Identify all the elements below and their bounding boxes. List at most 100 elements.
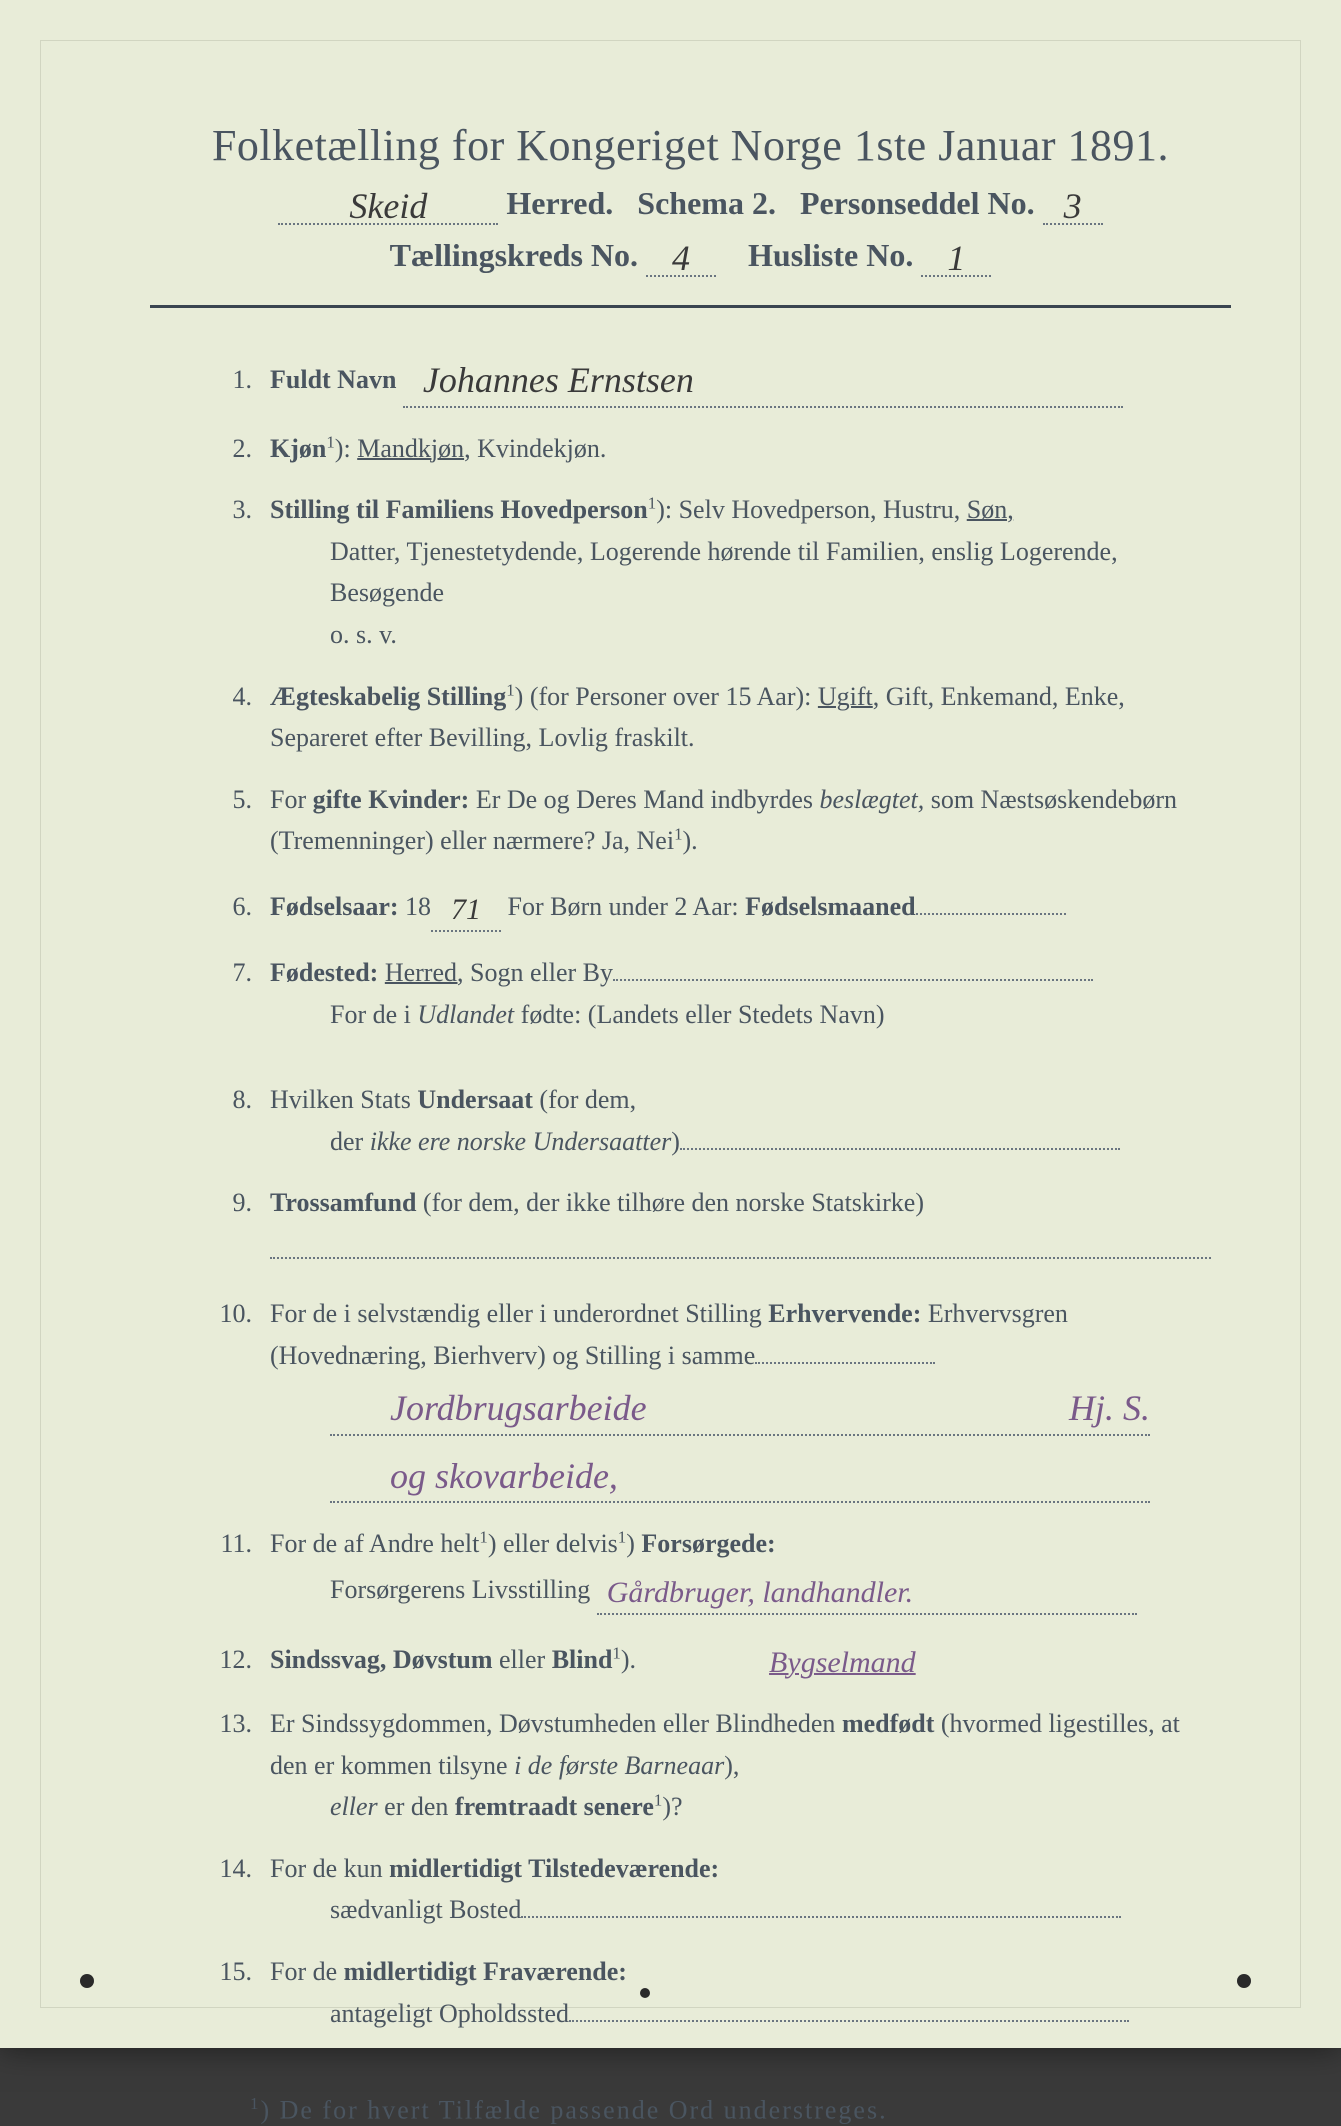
text1: : Selv Hovedperson, Hustru,	[665, 495, 967, 524]
field-5: 5. For gifte Kvinder: Er De og Deres Man…	[210, 779, 1211, 862]
taellingskreds-label: Tællingskreds No.	[390, 237, 638, 273]
divider	[150, 305, 1231, 308]
field-8: 8. Hvilken Stats Undersaat (for dem, der…	[210, 1079, 1211, 1162]
field-num: 5.	[210, 779, 270, 821]
line2: sædvanligt Bosted	[270, 1889, 1211, 1931]
husliste-value: 1	[947, 238, 965, 278]
label-erhvervende: Erhvervende:	[768, 1299, 921, 1328]
erhverv-field0	[755, 1362, 935, 1364]
label-fremtraadt: fremtraadt senere	[455, 1792, 654, 1821]
text1: Er Sindssygdommen, Døvstumheden eller Bl…	[270, 1709, 842, 1738]
sup1: 1	[479, 1528, 487, 1547]
forsorger-field: Gårdbruger, landhandler.	[597, 1565, 1137, 1615]
text: Sogn eller By	[464, 958, 614, 987]
label-undersaat: Undersaat	[417, 1085, 533, 1114]
herred-label: Herred.	[506, 185, 613, 221]
hand2: og skovarbeide,	[390, 1456, 618, 1496]
field-num: 1.	[210, 359, 270, 401]
field-num: 12.	[210, 1639, 270, 1681]
line2: For de i Udlandet fødte: (Landets eller …	[270, 994, 1211, 1036]
punch-mark-right	[1237, 1974, 1251, 1988]
line3: eller er den fremtraadt senere1)?	[270, 1786, 1211, 1828]
field-num: 10.	[210, 1293, 270, 1335]
field-num: 11.	[210, 1523, 270, 1565]
italic: Udlandet	[417, 1000, 514, 1029]
label-fodested: Fødested:	[270, 958, 378, 987]
text3: der	[330, 1127, 370, 1156]
page-title: Folketælling for Kongeriget Norge 1ste J…	[150, 120, 1231, 171]
text2: ).	[621, 1645, 636, 1674]
year-field: 71	[431, 882, 501, 932]
field-num: 2.	[210, 428, 270, 470]
field-num: 7.	[210, 952, 270, 994]
field-content: For de midlertidigt Fraværende: antageli…	[270, 1951, 1211, 2034]
field-12: 12. Sindssvag, Døvstum eller Blind1). By…	[210, 1635, 1211, 1683]
pre: For	[270, 785, 313, 814]
hand: Bygselmand	[769, 1646, 916, 1679]
text3: fødte: (Landets eller Stedets Navn)	[514, 1000, 884, 1029]
erhverv-line2: og skovarbeide,	[330, 1444, 1150, 1504]
punch-mark-center	[640, 1988, 650, 1998]
header-line-2: Skeid Herred. Schema 2. Personseddel No.…	[150, 181, 1231, 225]
name-value: Johannes Ernstsen	[423, 360, 694, 400]
herred-underlined: Herred,	[385, 958, 464, 987]
son-underlined: Søn,	[967, 495, 1014, 524]
text3: ).	[683, 826, 698, 855]
header-line-3: Tællingskreds No. 4 Husliste No. 1	[150, 233, 1231, 277]
field-content: For de kun midlertidigt Tilstedeværende:…	[270, 1848, 1211, 1931]
schema-label: Schema 2.	[637, 185, 776, 221]
prefix: 18	[399, 892, 432, 921]
italic: i de første Barneaar	[514, 1751, 724, 1780]
field-7: 7. Fødested: Herred, Sogn eller By For d…	[210, 952, 1211, 1035]
punch-mark-left	[80, 1974, 94, 1988]
text3: )	[626, 1529, 641, 1558]
birthplace-field	[613, 979, 1093, 981]
line2: antageligt Opholdssted	[270, 1993, 1211, 2035]
text2: (for dem,	[533, 1085, 636, 1114]
hand: Gårdbruger, landhandler.	[607, 1576, 913, 1609]
sup: 1	[506, 680, 514, 699]
taellingskreds-value: 4	[672, 238, 690, 278]
text2: antageligt Opholdssted	[330, 1999, 569, 2028]
text3: ),	[724, 1751, 739, 1780]
personseddel-label: Personseddel No.	[800, 185, 1035, 221]
text4: )	[671, 1127, 680, 1156]
label-kjon: Kjøn	[270, 434, 326, 463]
label-fuldt-navn: Fuldt Navn	[270, 365, 396, 394]
trossamfund-field	[270, 1228, 1211, 1259]
field-num: 8.	[210, 1079, 270, 1121]
text1: For de	[270, 1957, 344, 1986]
field-11: 11. For de af Andre helt1) eller delvis1…	[210, 1523, 1211, 1615]
field-num: 4.	[210, 676, 270, 718]
field-content: Sindssvag, Døvstum eller Blind1). Bygsel…	[270, 1635, 1211, 1683]
text4: Forsørgerens Livsstilling	[330, 1575, 590, 1604]
erhverv-line1: Jordbrugsarbeide Hj. S.	[330, 1376, 1150, 1436]
text: Er De og Deres Mand indbyrdes	[469, 785, 819, 814]
taellingskreds-field: 4	[646, 233, 716, 277]
text1: For de kun	[270, 1854, 389, 1883]
field-13: 13. Er Sindssygdommen, Døvstumheden elle…	[210, 1703, 1211, 1828]
field-content: Hvilken Stats Undersaat (for dem, der ik…	[270, 1079, 1211, 1162]
field-content: For de af Andre helt1) eller delvis1) Fo…	[270, 1523, 1211, 1615]
sup: 1	[674, 825, 682, 844]
field-content: For de i selvstændig eller i underordnet…	[270, 1293, 1211, 1503]
footnote-sup: 1	[250, 2094, 260, 2113]
kjon-underlined: Mandkjøn	[357, 434, 464, 463]
month-field	[916, 913, 1066, 915]
field-content: Kjøn1): Mandkjøn, Kvindekjøn.	[270, 428, 1211, 470]
text: eller	[493, 1645, 552, 1674]
field-num: 15.	[210, 1951, 270, 1993]
personseddel-value: 3	[1064, 186, 1082, 226]
label-fodselsmaaned: Fødselsmaaned	[745, 892, 915, 921]
italic: ikke ere norske Undersaatter	[370, 1127, 672, 1156]
field-num: 13.	[210, 1703, 270, 1745]
census-form-page: Folketælling for Kongeriget Norge 1ste J…	[0, 0, 1341, 2048]
label-fodselsaar: Fødselsaar:	[270, 892, 399, 921]
field-content: Stilling til Familiens Hovedperson1): Se…	[270, 489, 1211, 655]
hand1b: Hj. S.	[1069, 1380, 1150, 1438]
undersaat-field	[680, 1148, 1120, 1150]
field-num: 6.	[210, 886, 270, 928]
field-content: Fødested: Herred, Sogn eller By For de i…	[270, 952, 1211, 1035]
field-14: 14. For de kun midlertidigt Tilstedevære…	[210, 1848, 1211, 1931]
footnote-text: ) De for hvert Tilfælde passende Ord und…	[260, 2096, 887, 2125]
